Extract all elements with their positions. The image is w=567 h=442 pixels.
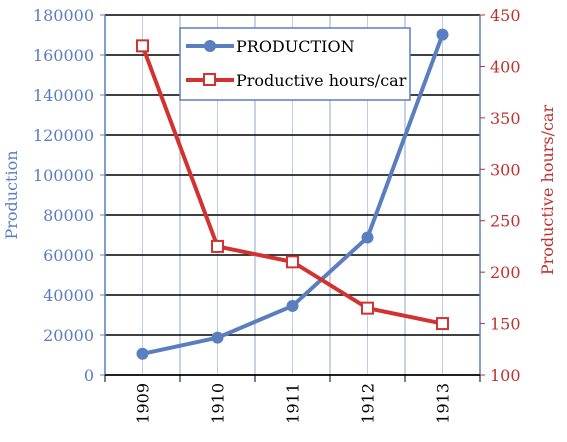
hours-point bbox=[211, 239, 224, 253]
hours-point bbox=[286, 255, 299, 269]
x-tick-label: 1911 bbox=[284, 383, 303, 424]
right-tick-label: 150 bbox=[490, 315, 521, 334]
left-tick-label: 40000 bbox=[43, 286, 94, 305]
right-tick-label: 100 bbox=[490, 366, 521, 385]
y-axis-title: Production bbox=[2, 150, 21, 239]
legend-hours-marker bbox=[203, 73, 216, 86]
y2-axis-title: Productive hours/car bbox=[538, 104, 557, 275]
x-axis: 1909 1910 1911 1912 1913 bbox=[104, 374, 481, 424]
production-point bbox=[286, 299, 299, 312]
legend: PRODUCTION Productive hours/car bbox=[179, 27, 411, 101]
legend-box bbox=[179, 27, 411, 101]
left-tick-label: 160000 bbox=[33, 46, 94, 65]
right-tick-label: 250 bbox=[490, 212, 521, 231]
series-layer bbox=[136, 28, 449, 360]
left-tick-label: 140000 bbox=[33, 86, 94, 105]
left-tick-label: 0 bbox=[84, 366, 94, 385]
legend-hours-label: Productive hours/car bbox=[236, 71, 407, 90]
right-tick-label: 200 bbox=[490, 263, 521, 282]
left-tick-label: 20000 bbox=[43, 326, 94, 345]
left-tick-label: 180000 bbox=[33, 6, 94, 25]
hours-point bbox=[136, 39, 149, 53]
right-tick-label: 450 bbox=[490, 6, 521, 25]
production-point bbox=[361, 231, 374, 244]
x-tick-label: 1912 bbox=[359, 383, 378, 424]
x-tick-label: 1909 bbox=[134, 383, 153, 424]
right-tick-label: 350 bbox=[490, 109, 521, 128]
production-point bbox=[436, 28, 449, 41]
x-tick-label: 1910 bbox=[209, 383, 228, 424]
right-axis: 100 150 200 250 300 350 400 450 bbox=[479, 6, 521, 385]
production-point bbox=[211, 331, 224, 344]
hours-point bbox=[436, 317, 449, 331]
legend-production-label: PRODUCTION bbox=[236, 37, 355, 56]
left-tick-label: 80000 bbox=[43, 206, 94, 225]
production-point bbox=[136, 347, 149, 360]
left-axis: 0 20000 40000 60000 80000 100000 120000 140000 1… bbox=[33, 6, 106, 385]
left-tick-label: 120000 bbox=[33, 126, 94, 145]
legend-production-marker bbox=[204, 40, 216, 52]
left-tick-label: 60000 bbox=[43, 246, 94, 265]
right-tick-label: 400 bbox=[490, 57, 521, 76]
hours-point bbox=[361, 301, 374, 315]
left-tick-label: 100000 bbox=[33, 166, 94, 185]
right-tick-label: 300 bbox=[490, 160, 521, 179]
x-tick-label: 1913 bbox=[434, 383, 453, 424]
